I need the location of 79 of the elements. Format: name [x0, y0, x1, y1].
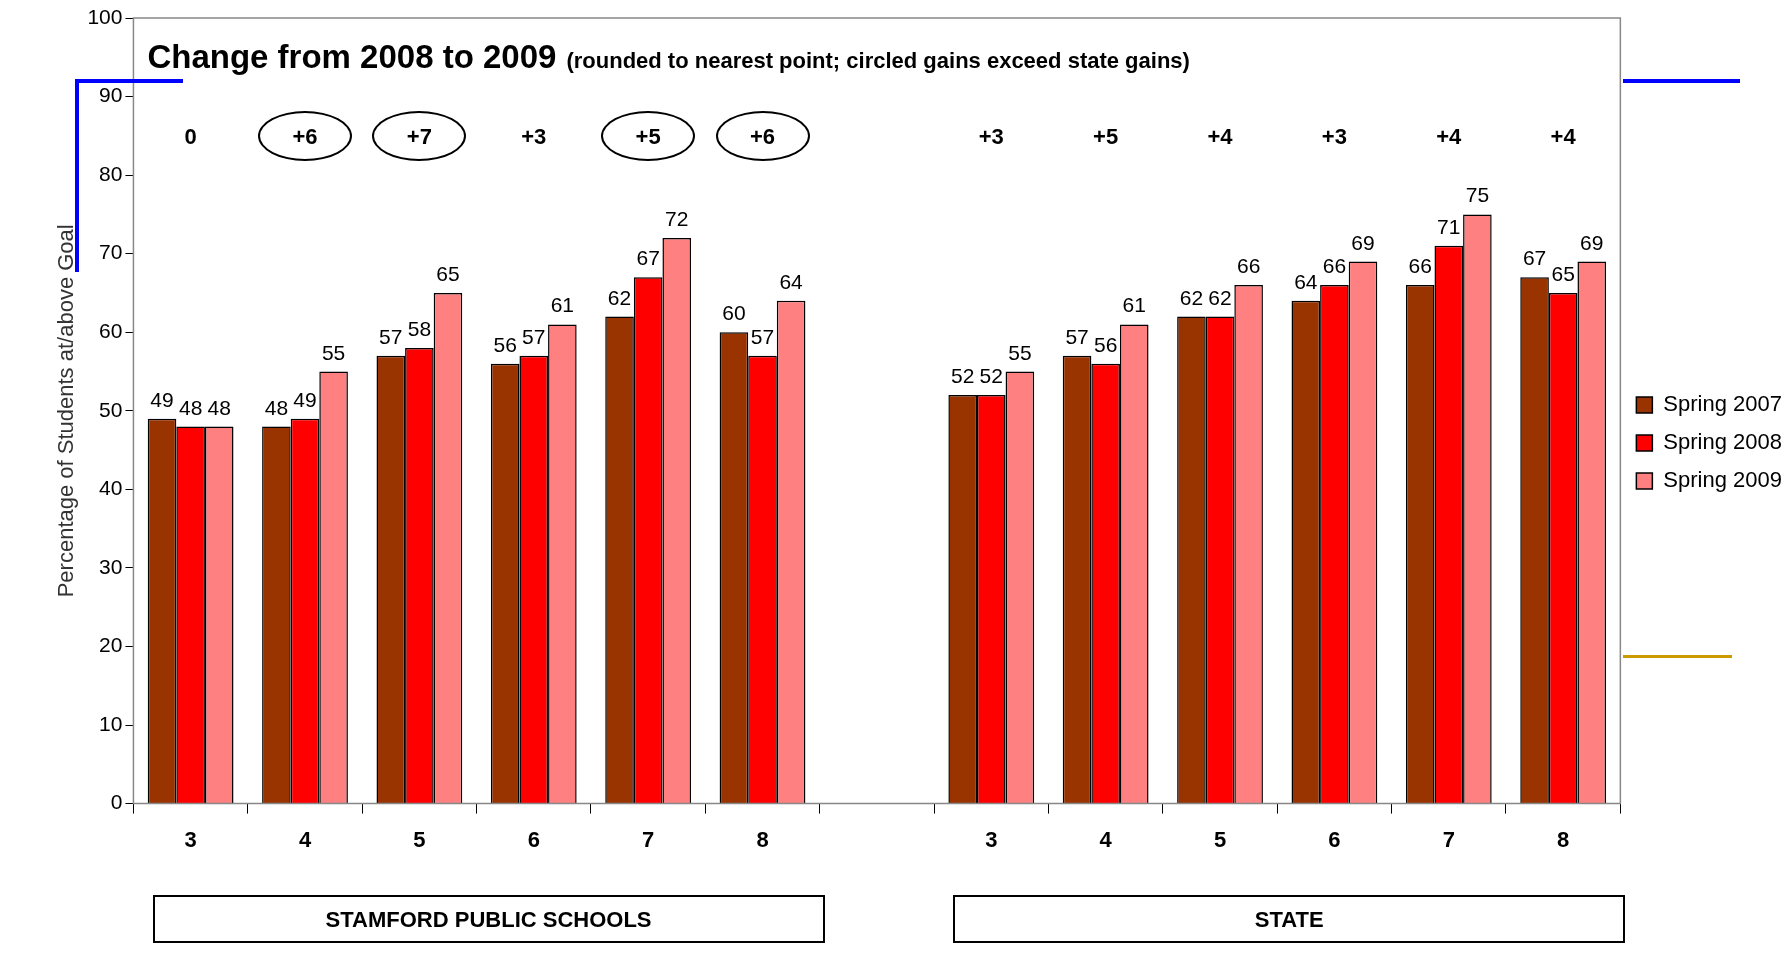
y-tick-label: 0: [110, 790, 123, 814]
data-label: 66: [1322, 254, 1347, 278]
x-tick-label: 3: [184, 826, 197, 852]
data-label: 57: [522, 324, 546, 348]
data-label: 71: [1437, 214, 1461, 238]
legend-label: Spring 2007: [1663, 391, 1783, 417]
text: (rounded to nearest point; circled gains exceed state gains): [566, 48, 1190, 73]
data-label: 49: [293, 387, 317, 411]
data-label: 62: [1179, 285, 1204, 309]
x-tick-label: 7: [642, 826, 655, 852]
text: STATE: [1254, 906, 1324, 932]
data-label: 57: [1065, 324, 1089, 348]
data-label: 48: [178, 395, 203, 419]
data-label: 56: [493, 332, 517, 356]
data-label: 55: [1008, 340, 1032, 364]
y-tick-label: 20: [99, 633, 123, 657]
data-label: 67: [636, 246, 660, 270]
data-label: 64: [779, 269, 804, 293]
data-label: 66: [1408, 254, 1432, 278]
data-label: 65: [436, 261, 460, 285]
x-tick-label: 3: [985, 826, 998, 852]
data-label: 69: [1580, 230, 1604, 254]
data-label: 49: [150, 387, 174, 411]
y-tick-label: 30: [99, 554, 123, 578]
y-tick-label: 40: [99, 476, 123, 500]
data-label: 61: [1122, 293, 1146, 317]
legend-label: Spring 2008: [1663, 429, 1783, 455]
data-label: 57: [379, 324, 403, 348]
text: STAMFORD PUBLIC SCHOOLS: [325, 906, 652, 932]
data-label: 61: [550, 293, 575, 317]
data-label: 52: [979, 364, 1003, 388]
annotation: +6: [292, 123, 318, 149]
annotation: +3: [978, 123, 1004, 149]
y-tick-label: 80: [99, 161, 123, 185]
y-tick-label: 50: [99, 397, 123, 421]
annotation: +5: [1093, 123, 1119, 149]
annotation: +6: [749, 123, 776, 149]
data-label: 52: [951, 364, 975, 388]
annotation: 0: [184, 123, 197, 149]
x-tick-label: 5: [413, 826, 426, 852]
data-label: 65: [1551, 261, 1575, 285]
data-label: 48: [264, 395, 289, 419]
data-label: 60: [722, 301, 746, 325]
data-label: 55: [321, 340, 346, 364]
y-tick-label: 100: [87, 4, 123, 28]
y-tick-label: 10: [99, 711, 123, 735]
y-axis-title: Percentage of Students at/above Goal: [53, 224, 79, 598]
data-label: 48: [207, 395, 231, 419]
annotation: +4: [1550, 123, 1577, 149]
y-tick-label: 60: [99, 319, 123, 343]
annotation: +3: [521, 123, 547, 149]
annotation: +5: [635, 123, 661, 149]
x-tick-label: 7: [1442, 826, 1455, 852]
legend-label: Spring 2009: [1663, 467, 1783, 493]
x-tick-label: 8: [1557, 826, 1570, 852]
data-label: 57: [750, 324, 775, 348]
x-tick-label: 6: [1328, 826, 1341, 852]
data-label: 56: [1093, 332, 1118, 356]
data-label: 67: [1522, 246, 1547, 270]
annotation: +3: [1321, 123, 1347, 149]
data-label: 58: [407, 316, 432, 340]
annotation: +4: [1207, 123, 1234, 149]
x-tick-label: 6: [527, 826, 540, 852]
x-tick-label: 5: [1213, 826, 1227, 852]
data-label: 62: [1208, 285, 1232, 309]
x-tick-label: 4: [1099, 826, 1113, 852]
text: Change from 2008 to 2009: [147, 38, 557, 75]
annotation: +4: [1436, 123, 1463, 149]
y-tick-label: 90: [99, 83, 123, 107]
data-label: 66: [1236, 254, 1261, 278]
data-label: 72: [665, 206, 689, 230]
x-tick-label: 4: [298, 826, 312, 852]
data-label: 69: [1351, 230, 1375, 254]
annotation: +7: [406, 123, 432, 149]
data-label: 75: [1465, 183, 1490, 207]
y-tick-label: 70: [99, 240, 123, 264]
data-label: 62: [607, 285, 632, 309]
x-tick-label: 8: [756, 826, 769, 852]
data-label: 64: [1294, 269, 1318, 293]
